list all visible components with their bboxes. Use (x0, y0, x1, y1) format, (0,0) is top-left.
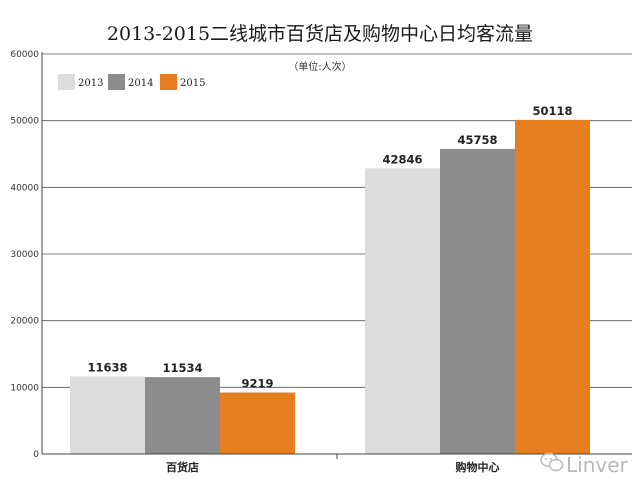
category-labels: 百货店 购物中心 (166, 460, 500, 474)
bar-2014 (440, 148, 515, 455)
data-label: 45758 (457, 133, 497, 147)
y-axis-ticks: 0 10000 20000 30000 40000 50000 60000 (10, 50, 39, 460)
data-label: 11534 (162, 361, 202, 375)
data-label: 9219 (241, 377, 273, 391)
bar-2013 (365, 168, 440, 455)
chart-subtitle: （单位:人次） (288, 60, 351, 73)
legend-swatch (58, 74, 75, 90)
category-label: 百货店 (166, 460, 199, 474)
axes (41, 52, 632, 459)
bar-2014 (145, 377, 220, 454)
legend: 2013 2014 2015 (58, 74, 205, 90)
legend-label: 2014 (128, 78, 153, 89)
legend-swatch (160, 74, 177, 90)
y-tick-label: 0 (33, 450, 39, 460)
legend-label: 2015 (180, 78, 205, 89)
y-tick-label: 30000 (10, 250, 39, 260)
bar-2015 (515, 119, 590, 454)
data-labels: 11638 11534 9219 42846 45758 50118 (87, 104, 572, 391)
data-label: 11638 (87, 360, 127, 374)
y-tick-label: 10000 (10, 383, 39, 393)
data-label: 50118 (532, 104, 572, 118)
bars (70, 119, 590, 455)
legend-swatch (108, 74, 125, 90)
data-label: 42846 (382, 152, 422, 166)
y-tick-label: 50000 (10, 117, 39, 127)
bar-2015 (220, 392, 295, 454)
legend-label: 2013 (78, 78, 103, 89)
chart-title: 2013-2015二线城市百货店及购物中心日均客流量 (107, 23, 533, 45)
y-tick-label: 20000 (10, 317, 39, 327)
watermark-text: Linver (566, 453, 629, 477)
y-tick-label: 40000 (10, 183, 39, 193)
watermark: Linver (540, 452, 629, 477)
category-label: 购物中心 (456, 460, 500, 474)
y-tick-label: 60000 (10, 50, 39, 60)
bar-2013 (70, 376, 145, 454)
wechat-icon (540, 452, 564, 472)
